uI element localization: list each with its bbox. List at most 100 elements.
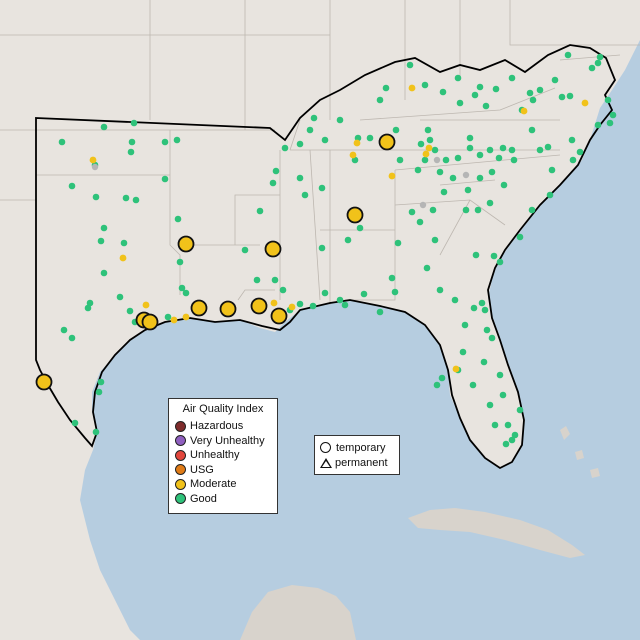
station-marker-good[interactable]: [569, 156, 577, 164]
station-marker-good[interactable]: [100, 123, 108, 131]
station-marker-good[interactable]: [132, 196, 140, 204]
station-marker-moderate[interactable]: [89, 156, 97, 164]
station-marker-good[interactable]: [481, 306, 489, 314]
station-marker-good[interactable]: [476, 151, 484, 159]
station-marker-good[interactable]: [161, 138, 169, 146]
station-marker-good[interactable]: [508, 74, 516, 82]
station-marker-good[interactable]: [396, 156, 404, 164]
station-marker-good[interactable]: [92, 428, 100, 436]
station-marker-good[interactable]: [60, 326, 68, 334]
station-marker-moderate[interactable]: [520, 107, 528, 115]
station-marker-good[interactable]: [471, 91, 479, 99]
station-marker-good[interactable]: [454, 154, 462, 162]
station-marker-good[interactable]: [568, 136, 576, 144]
station-marker-good[interactable]: [510, 156, 518, 164]
station-marker-no-data[interactable]: [419, 201, 427, 209]
station-marker-good[interactable]: [356, 224, 364, 232]
station-marker-good[interactable]: [594, 59, 602, 67]
station-marker-good[interactable]: [376, 96, 384, 104]
station-marker-good[interactable]: [451, 296, 459, 304]
station-marker-good[interactable]: [496, 371, 504, 379]
station-marker-good[interactable]: [429, 206, 437, 214]
station-marker-good[interactable]: [68, 182, 76, 190]
station-marker-moderate[interactable]: [182, 313, 190, 321]
station-marker-good[interactable]: [470, 304, 478, 312]
station-marker-good[interactable]: [256, 207, 264, 215]
station-marker-good[interactable]: [508, 146, 516, 154]
station-marker-moderate-temporary[interactable]: [141, 313, 159, 331]
station-marker-good[interactable]: [438, 374, 446, 382]
station-marker-good[interactable]: [478, 299, 486, 307]
station-marker-moderate[interactable]: [170, 316, 178, 324]
station-marker-good[interactable]: [449, 174, 457, 182]
station-marker-good[interactable]: [511, 431, 519, 439]
station-marker-good[interactable]: [566, 92, 574, 100]
station-marker-moderate-temporary[interactable]: [177, 235, 195, 253]
station-marker-moderate[interactable]: [388, 172, 396, 180]
station-marker-good[interactable]: [439, 88, 447, 96]
station-marker-good[interactable]: [564, 51, 572, 59]
station-marker-moderate-temporary[interactable]: [219, 300, 237, 318]
station-marker-good[interactable]: [558, 93, 566, 101]
station-marker-good[interactable]: [336, 116, 344, 124]
station-marker-good[interactable]: [414, 166, 422, 174]
station-marker-good[interactable]: [296, 174, 304, 182]
station-marker-good[interactable]: [391, 288, 399, 296]
station-marker-good[interactable]: [502, 440, 510, 448]
station-marker-no-data[interactable]: [462, 171, 470, 179]
station-marker-good[interactable]: [126, 307, 134, 315]
station-marker-good[interactable]: [488, 334, 496, 342]
station-marker-good[interactable]: [360, 290, 368, 298]
station-marker-good[interactable]: [464, 186, 472, 194]
station-marker-good[interactable]: [354, 134, 362, 142]
station-marker-good[interactable]: [486, 146, 494, 154]
station-marker-good[interactable]: [588, 64, 596, 72]
station-marker-good[interactable]: [128, 138, 136, 146]
station-marker-moderate[interactable]: [119, 254, 127, 262]
station-marker-good[interactable]: [421, 156, 429, 164]
station-marker-good[interactable]: [486, 401, 494, 409]
station-marker-good[interactable]: [431, 236, 439, 244]
station-marker-moderate-temporary[interactable]: [190, 299, 208, 317]
station-marker-moderate[interactable]: [425, 144, 433, 152]
station-marker-good[interactable]: [488, 168, 496, 176]
station-marker-good[interactable]: [116, 293, 124, 301]
station-marker-moderate[interactable]: [288, 303, 296, 311]
station-marker-good[interactable]: [508, 436, 516, 444]
station-marker-good[interactable]: [480, 358, 488, 366]
station-marker-good[interactable]: [492, 85, 500, 93]
station-marker-good[interactable]: [476, 83, 484, 91]
station-marker-good[interactable]: [321, 136, 329, 144]
station-marker-good[interactable]: [491, 421, 499, 429]
station-marker-moderate-temporary[interactable]: [346, 206, 364, 224]
station-marker-good[interactable]: [594, 121, 602, 129]
station-marker-good[interactable]: [71, 419, 79, 427]
station-marker-moderate[interactable]: [422, 150, 430, 158]
station-marker-good[interactable]: [95, 388, 103, 396]
station-marker-good[interactable]: [309, 302, 317, 310]
station-marker-good[interactable]: [301, 191, 309, 199]
station-marker-good[interactable]: [272, 167, 280, 175]
station-marker-good[interactable]: [182, 289, 190, 297]
station-marker-moderate[interactable]: [408, 84, 416, 92]
station-marker-good[interactable]: [382, 84, 390, 92]
station-marker-good[interactable]: [495, 154, 503, 162]
station-marker-good[interactable]: [536, 86, 544, 94]
station-marker-good[interactable]: [486, 199, 494, 207]
station-marker-good[interactable]: [406, 61, 414, 69]
station-marker-good[interactable]: [499, 391, 507, 399]
station-marker-good[interactable]: [454, 74, 462, 82]
station-marker-good[interactable]: [504, 421, 512, 429]
station-marker-good[interactable]: [130, 119, 138, 127]
station-marker-good[interactable]: [529, 96, 537, 104]
station-marker-good[interactable]: [526, 89, 534, 97]
station-marker-good[interactable]: [490, 252, 498, 260]
station-marker-good[interactable]: [84, 304, 92, 312]
station-marker-good[interactable]: [100, 269, 108, 277]
station-marker-good[interactable]: [442, 156, 450, 164]
station-marker-good[interactable]: [462, 206, 470, 214]
station-marker-good[interactable]: [426, 136, 434, 144]
station-marker-good[interactable]: [408, 208, 416, 216]
station-marker-moderate-temporary[interactable]: [270, 307, 288, 325]
station-marker-good[interactable]: [576, 148, 584, 156]
